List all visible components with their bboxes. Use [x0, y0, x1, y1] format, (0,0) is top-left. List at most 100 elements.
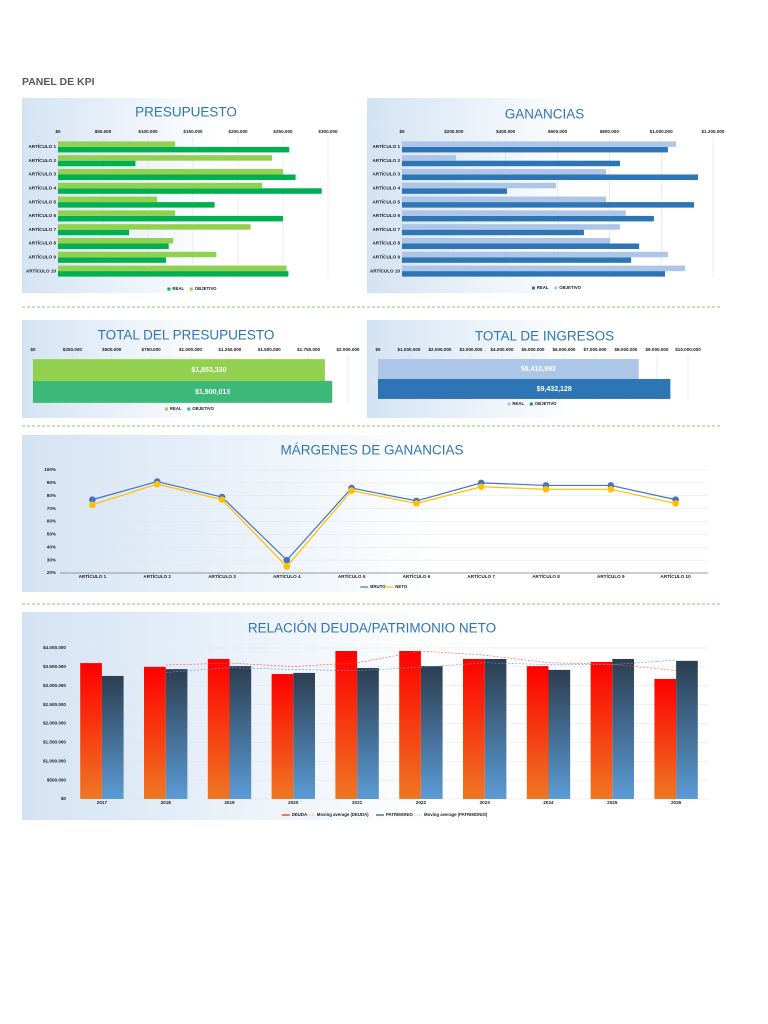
bar: [58, 243, 169, 250]
x-tick-label: $250.000: [273, 129, 293, 134]
x-tick-label: ARTÍCULO 5: [338, 572, 366, 579]
data-label: $9,432,128: [537, 386, 572, 393]
bar: [58, 257, 166, 263]
point: [218, 496, 226, 503]
bar: [58, 188, 322, 194]
panel: [22, 98, 350, 293]
x-tick-label: $150.000: [183, 129, 203, 134]
legend-label: REAL: [170, 406, 182, 411]
y-tick-label: $2.500.000: [43, 702, 66, 707]
x-tick-label: ARTÍCULO 7: [467, 572, 495, 579]
x-tick-label: $800.000: [600, 129, 620, 134]
line: [92, 483, 676, 568]
x-tick-label: ARTÍCULO 9: [597, 572, 625, 579]
bar: [58, 155, 273, 161]
point: [672, 500, 679, 507]
legend-label: PATRIMONIO: [386, 812, 413, 817]
x-tick-label: ARTÍCULO 3: [208, 572, 236, 579]
legend-swatch: [164, 407, 168, 411]
legend-label: BRUTO: [370, 584, 386, 589]
x-tick-label: $200.000: [444, 129, 464, 134]
x-tick-label: $750.000: [142, 347, 162, 352]
y-tick-label: 70%: [47, 506, 56, 511]
legend-label: REAL: [537, 285, 549, 290]
bar: [357, 668, 379, 799]
x-tick-label: 2018: [161, 800, 172, 805]
bar: [548, 669, 571, 799]
x-tick-label: $6.000.000: [553, 347, 576, 352]
bar: [484, 658, 507, 799]
x-tick-label: $7.000.000: [584, 347, 607, 352]
y-tick-label: 60%: [47, 519, 56, 524]
bar: [58, 168, 283, 175]
bar: [58, 251, 217, 258]
x-tick-label: $1.500.000: [258, 347, 281, 352]
bar: [402, 251, 668, 258]
category-label: ARTÍCULO 9: [28, 253, 56, 260]
bar: [58, 265, 287, 272]
x-tick-label: 2024: [543, 800, 554, 805]
bar: [335, 651, 358, 799]
x-tick-label: $1.000.000: [179, 347, 202, 352]
point: [477, 483, 485, 491]
bar: [80, 663, 102, 799]
category-label: ARTÍCULO 10: [26, 266, 57, 273]
bar: [144, 666, 166, 799]
y-tick-label: 100%: [44, 467, 56, 472]
bar: [402, 271, 666, 277]
bar: [402, 257, 632, 263]
x-tick-label: 2021: [352, 800, 363, 805]
bar: [402, 202, 695, 208]
bar: [590, 661, 613, 799]
legend-swatch: [189, 287, 193, 291]
bar: [293, 672, 315, 799]
bar: [58, 224, 251, 230]
bar: [58, 210, 175, 216]
x-tick-label: $0: [55, 129, 61, 134]
y-tick-label: 30%: [47, 557, 56, 562]
bar: [654, 678, 677, 799]
page-title: PANEL DE KPI: [22, 76, 95, 88]
bar: [402, 229, 584, 236]
bar: [402, 237, 611, 244]
y-tick-label: $1.500.000: [43, 740, 66, 745]
y-tick-label: $4.000.000: [43, 645, 66, 650]
point: [89, 501, 96, 509]
legend-label: NETO: [395, 584, 408, 589]
bar: [402, 224, 620, 230]
x-tick-label: $3.000.000: [460, 347, 483, 352]
x-tick-label: ARTÍCULO 6: [403, 572, 431, 579]
bar: [402, 168, 606, 175]
bar: [402, 265, 686, 272]
category-label: ARTÍCULO 3: [28, 170, 56, 177]
data-label: $8,410,993: [521, 366, 556, 373]
data-label: $1,853,330: [191, 367, 226, 374]
trendline: [165, 650, 677, 671]
category-label: ARTÍCULO 8: [28, 239, 56, 246]
x-tick-label: $0: [399, 129, 405, 134]
x-tick-label: $5.000.000: [522, 347, 545, 352]
legend-swatch: [529, 402, 533, 406]
point: [607, 486, 615, 493]
y-tick-label: $3.000.000: [43, 683, 66, 688]
bar: [165, 669, 188, 799]
category-label: ARTÍCULO 3: [372, 170, 400, 177]
bar: [676, 660, 698, 799]
y-tick-label: $2.000.000: [43, 721, 66, 726]
bar: [58, 237, 174, 244]
legend-swatch: [187, 407, 191, 411]
category-label: ARTÍCULO 8: [372, 239, 400, 246]
y-tick-label: 40%: [47, 544, 56, 549]
x-tick-label: $500.000: [102, 347, 122, 352]
panel: [22, 435, 722, 592]
bar: [378, 359, 639, 379]
x-tick-label: $2.000.000: [429, 347, 452, 352]
category-label: ARTÍCULO 4: [28, 184, 56, 191]
bar: [402, 182, 556, 189]
bar: [58, 196, 157, 203]
legend-swatch: [531, 286, 535, 290]
bar: [420, 666, 443, 799]
bar: [58, 174, 296, 181]
bar: [402, 174, 698, 181]
legend-label: REAL: [172, 286, 184, 291]
